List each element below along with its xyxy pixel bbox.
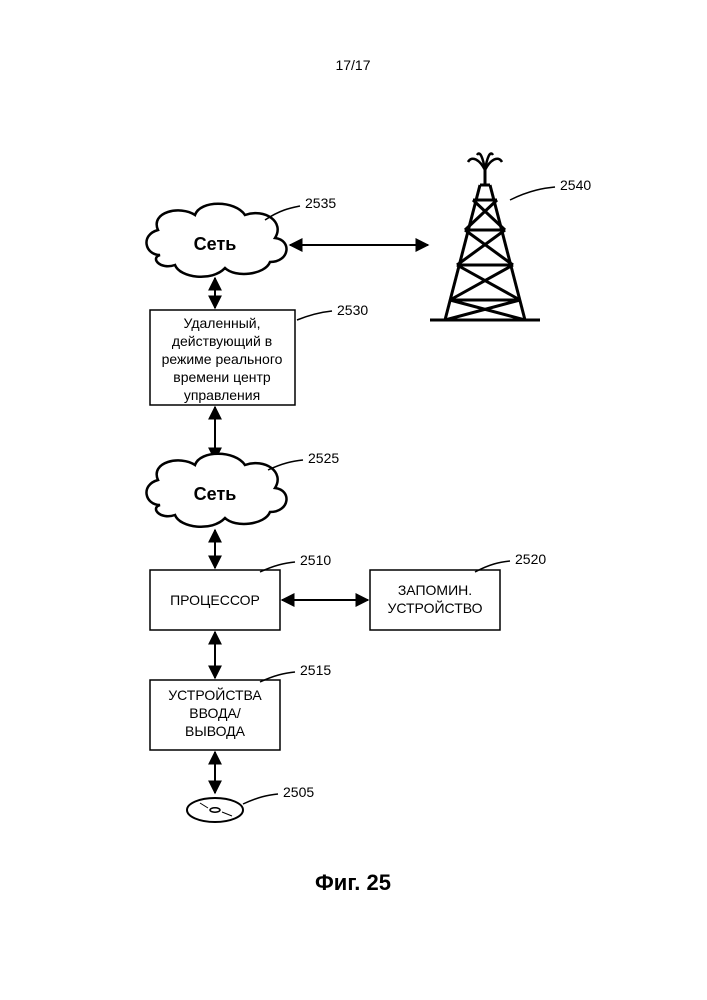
cloud-network-bottom: Сеть	[146, 454, 286, 527]
derrick-icon	[430, 153, 540, 320]
center-l5: управления	[184, 387, 260, 403]
disc-icon	[187, 798, 243, 822]
ref-cloud2: 2525	[308, 450, 339, 466]
center-l4: времени центр	[173, 369, 271, 385]
ref-derrick: 2540	[560, 177, 591, 193]
leader-disc	[243, 794, 278, 804]
figure-caption: Фиг. 25	[315, 870, 391, 895]
ref-io: 2515	[300, 662, 331, 678]
ref-memory: 2520	[515, 551, 546, 567]
leader-cloud2	[268, 460, 303, 470]
ref-center: 2530	[337, 302, 368, 318]
ref-cloud1: 2535	[305, 195, 336, 211]
leader-center	[297, 311, 332, 320]
cloud-top-label: Сеть	[194, 234, 237, 254]
memory-l2: УСТРОЙСТВО	[387, 599, 482, 616]
ref-disc: 2505	[283, 784, 314, 800]
page-number: 17/17	[335, 57, 370, 73]
diagram-canvas: 17/17 Сеть 2535	[0, 0, 707, 1000]
memory-l1: ЗАПОМИН.	[398, 582, 472, 598]
leader-derrick	[510, 187, 555, 200]
io-l2: ВВОДА/	[189, 705, 241, 721]
io-l1: УСТРОЙСТВА	[168, 686, 262, 703]
processor-label: ПРОЦЕССОР	[170, 592, 260, 608]
cloud-network-top: Сеть	[146, 204, 286, 277]
center-l3: режиме реального	[162, 351, 283, 367]
io-l3: ВЫВОДА	[185, 723, 246, 739]
ref-processor: 2510	[300, 552, 331, 568]
cloud-bottom-label: Сеть	[194, 484, 237, 504]
center-l2: действующий в	[172, 333, 272, 349]
center-l1: Удаленный,	[184, 315, 261, 331]
